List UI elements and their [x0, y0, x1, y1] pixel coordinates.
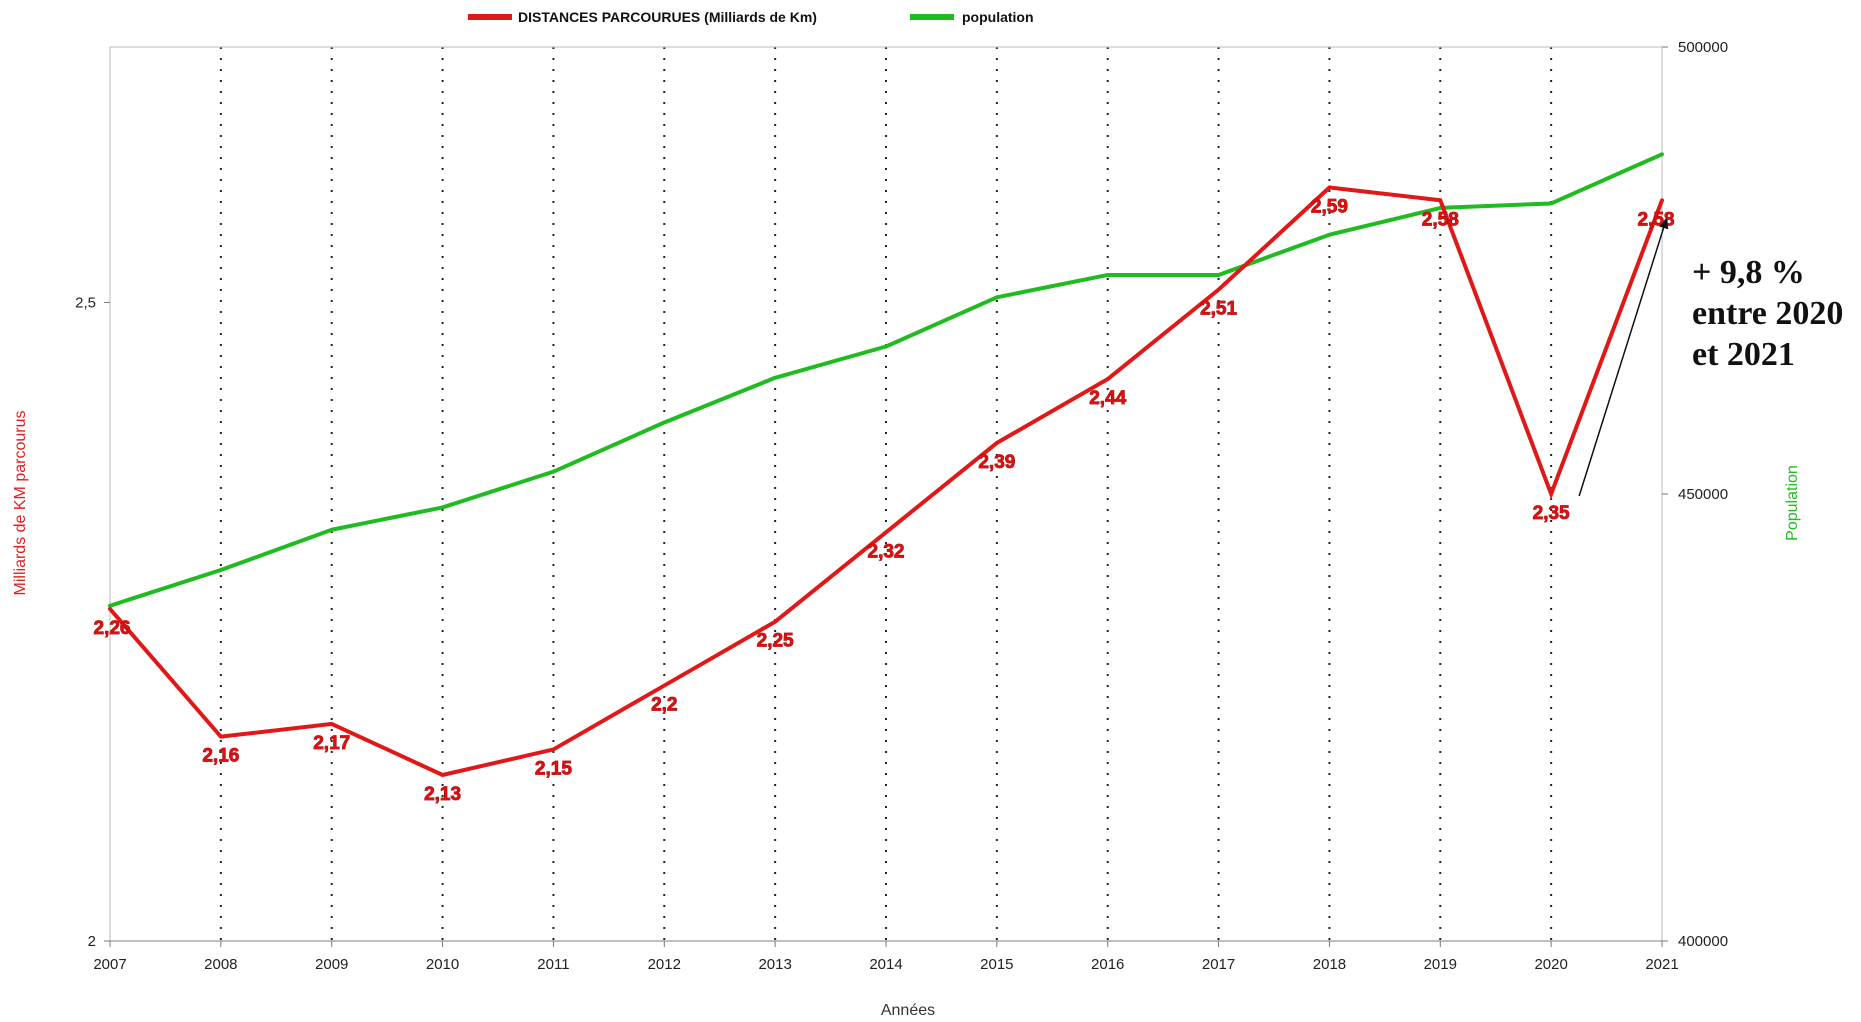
x-tick-label: 2014: [869, 956, 902, 973]
data-label-distances: 2,25: [757, 631, 794, 652]
data-label-distances: 2,26: [94, 618, 131, 639]
x-tick-label: 2011: [537, 956, 569, 973]
data-label-distances: 2,32: [868, 541, 905, 562]
x-tick-label: 2016: [1091, 956, 1124, 973]
annotation-line-1: + 9,8 %: [1692, 254, 1805, 291]
legend-label-population: population: [962, 9, 1034, 25]
data-label-distances: 2,15: [535, 758, 572, 779]
data-label-distances: 2,59: [1311, 196, 1348, 217]
data-label-distances: 2,17: [313, 733, 350, 754]
data-label-distances: 2,35: [1533, 503, 1570, 524]
x-tick-label: 2019: [1424, 956, 1457, 973]
annotation-line-2: entre 2020: [1692, 295, 1844, 332]
x-tick-label: 2017: [1202, 956, 1235, 973]
data-label-distances: 2,13: [424, 784, 461, 805]
series-line-distances: [108, 185, 1664, 778]
axes: 2007 2008 2009 2010 2011 2012 2013 2014 2015 2016…: [75, 39, 1728, 973]
x-tick-label: 2015: [980, 956, 1013, 973]
data-label-distances: 2,39: [978, 452, 1015, 473]
x-tick-label: 2007: [93, 956, 126, 973]
x-tick-label: 2012: [648, 956, 681, 973]
legend-label-distances: DISTANCES PARCOURUES (Milliards de Km): [518, 9, 817, 25]
x-tick-label: 2008: [204, 956, 237, 973]
x-tick-label: 2020: [1534, 956, 1567, 973]
data-label-distances: 2,44: [1089, 388, 1126, 409]
data-label-distances: 2,58: [1638, 209, 1675, 230]
data-label-distances: 2,16: [202, 746, 239, 767]
x-tick-label: 2010: [426, 956, 459, 973]
data-label-distances: 2,58: [1422, 209, 1459, 230]
y2-tick-label: 400000: [1678, 933, 1728, 950]
series-lines: [108, 152, 1664, 778]
series-line-population: [108, 152, 1664, 608]
y-axis-title: Milliards de KM parcourus: [12, 411, 29, 596]
annotation-arrow: [1578, 218, 1669, 497]
annotation-line-3: et 2021: [1692, 336, 1795, 373]
data-label-distances: 2,2: [651, 695, 677, 716]
annotation-note: + 9,8 % entre 2020 et 2021: [1692, 252, 1861, 375]
data-labels: 2,26 2,16 2,17 2,13 2,15 2,2 2,25 2,32 2,39 2,44 2…: [93, 196, 1675, 805]
grid-lines: [219, 47, 1553, 941]
x-tick-label: 2021: [1645, 956, 1678, 973]
data-label-distances: 2,51: [1200, 299, 1237, 320]
x-tick-label: 2009: [315, 956, 348, 973]
x-axis-title: Années: [881, 1002, 935, 1019]
x-tick-label: 2018: [1313, 956, 1346, 973]
x-tick-label: 2013: [758, 956, 791, 973]
y-tick-label: 2,5: [75, 294, 96, 311]
y2-tick-label: 500000: [1678, 39, 1728, 56]
y2-axis-title: Population: [1784, 465, 1801, 541]
legend: DISTANCES PARCOURUES (Milliards de Km) p…: [468, 9, 1034, 25]
y-tick-label: 2: [88, 933, 96, 950]
y2-tick-label: 450000: [1678, 486, 1728, 503]
